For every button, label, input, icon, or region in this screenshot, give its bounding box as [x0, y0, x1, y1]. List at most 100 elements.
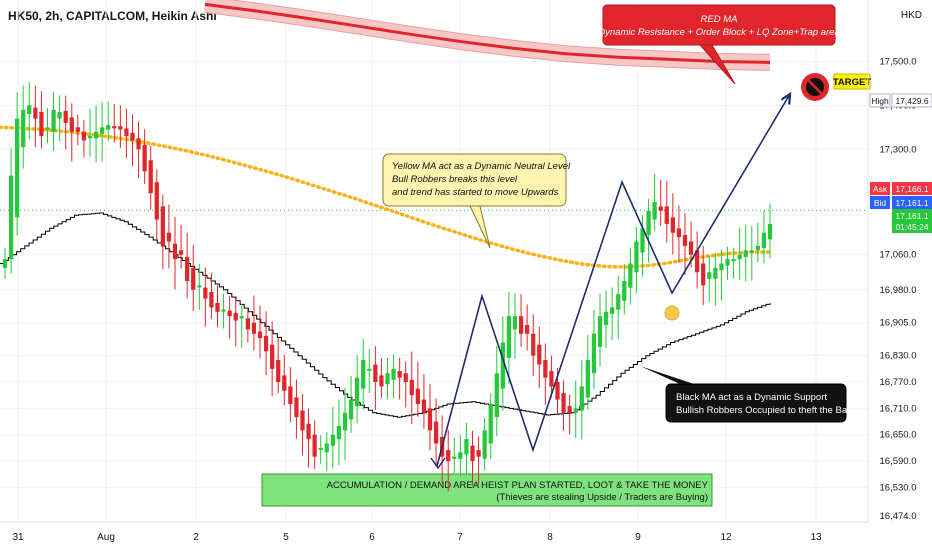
candle-body [257, 331, 263, 339]
candle-body [616, 294, 621, 310]
candle-body [233, 312, 238, 321]
candle-body [731, 259, 736, 262]
red-ma-note-box [602, 4, 836, 46]
high-value: 17,429.6 [895, 96, 928, 106]
candle-body [385, 373, 390, 385]
candle-body [93, 131, 99, 139]
high-label-bg [869, 93, 891, 108]
candle-body [464, 439, 469, 455]
yellow-ma-line [0, 125, 774, 269]
high-label: High [871, 96, 889, 106]
candle-body [585, 360, 590, 398]
candle-body [245, 318, 250, 330]
y-tick-label: 16,905.0 [880, 318, 917, 329]
candle-body [270, 344, 275, 369]
candle-body [664, 206, 669, 224]
ask-tag-label-bg [870, 182, 890, 195]
candle-body [640, 228, 645, 253]
candle-body [209, 292, 214, 308]
yellow-ma-note-2: Bull Robbers breaks this level [392, 174, 518, 185]
bid-tag-label: Bid [874, 198, 887, 208]
x-tick-label: 2 [193, 532, 199, 543]
ask-tag-value-bg [892, 182, 932, 195]
candle-body [294, 397, 299, 418]
candle-body [482, 430, 487, 459]
thief-target-icon-slash [806, 78, 824, 96]
candle-body [488, 403, 493, 444]
candle-body [427, 408, 433, 431]
candle-body [713, 267, 718, 279]
candle-body [336, 425, 342, 440]
candle-body [118, 126, 123, 130]
candle-body [51, 109, 56, 132]
x-tick-label: 31 [12, 532, 24, 543]
candle-body [69, 117, 74, 132]
candle-body [300, 410, 305, 431]
currency-label[interactable]: HKD [900, 10, 922, 21]
x-tick-label: 13 [810, 532, 822, 543]
red-ma-note-pointer [698, 44, 736, 85]
candle-body [610, 307, 615, 314]
candle-body [688, 241, 694, 255]
candle-body [561, 393, 566, 413]
x-tick-label: 8 [547, 532, 553, 543]
ask-tag-value: 17,166.1 [895, 184, 928, 194]
candle-body [458, 452, 463, 459]
high-value-bg [891, 93, 932, 108]
candle-body [415, 388, 420, 404]
countdown-value: 01:45:24 [895, 222, 928, 232]
red-ma-line [204, 2, 771, 64]
candle-body [403, 373, 408, 383]
candle-body [63, 110, 68, 123]
black-ma-note-1: Black MA act as a Dynamic Support [676, 392, 827, 403]
target-label-box [833, 73, 871, 90]
target-label: TARGET [833, 77, 872, 88]
candle-body [518, 316, 524, 334]
candle-body [622, 281, 627, 301]
candle-body [361, 360, 366, 389]
candle-body [203, 287, 208, 299]
candle-body [148, 160, 153, 194]
bid-tag-label-bg [870, 196, 890, 209]
candle-body [154, 182, 159, 220]
candle-body [15, 118, 20, 218]
candle-body [39, 111, 44, 137]
y-tick-label: 16,710.0 [880, 403, 917, 414]
x-tick-label: 9 [635, 532, 641, 543]
candle-body [719, 263, 724, 271]
x-tick-label: 12 [720, 532, 732, 543]
candle-body [670, 217, 675, 233]
candle-body [391, 368, 396, 380]
candle-body [397, 371, 402, 378]
candle-body [470, 445, 475, 462]
candle-body [682, 234, 688, 246]
candle-body [543, 360, 548, 378]
candle-body [276, 360, 281, 383]
y-tick-label: 17,300.0 [880, 144, 917, 155]
candle-body [591, 333, 597, 374]
black-ma-line [0, 212, 771, 418]
red-ma-note-text: Dynamic Resistance + Order Block + LQ Zo… [598, 27, 839, 38]
candle-body [743, 250, 748, 257]
candle-body [348, 399, 354, 420]
candle-body [646, 210, 651, 235]
candle-body [573, 408, 578, 413]
candle-body [579, 386, 584, 411]
last-price-value: 17,161.1 [895, 211, 928, 221]
y-tick-label: 16,980.0 [880, 285, 917, 296]
candle-body [433, 421, 439, 444]
red-ma-note-title: RED MA [701, 14, 738, 25]
candle-body [288, 386, 293, 404]
candle-body [452, 456, 457, 459]
candle-body [634, 241, 639, 273]
candle-body [215, 302, 220, 312]
candle-body [324, 443, 329, 453]
candle-body [355, 377, 360, 407]
zone-label-2: (Thieves are stealing Upside / Traders a… [496, 492, 708, 503]
candle-body [567, 406, 572, 413]
bid-tag-value-bg [892, 196, 932, 209]
yellow-ma-note-pointer [469, 205, 491, 249]
entry-arrow-icon [430, 457, 446, 470]
candle-body [178, 250, 184, 255]
